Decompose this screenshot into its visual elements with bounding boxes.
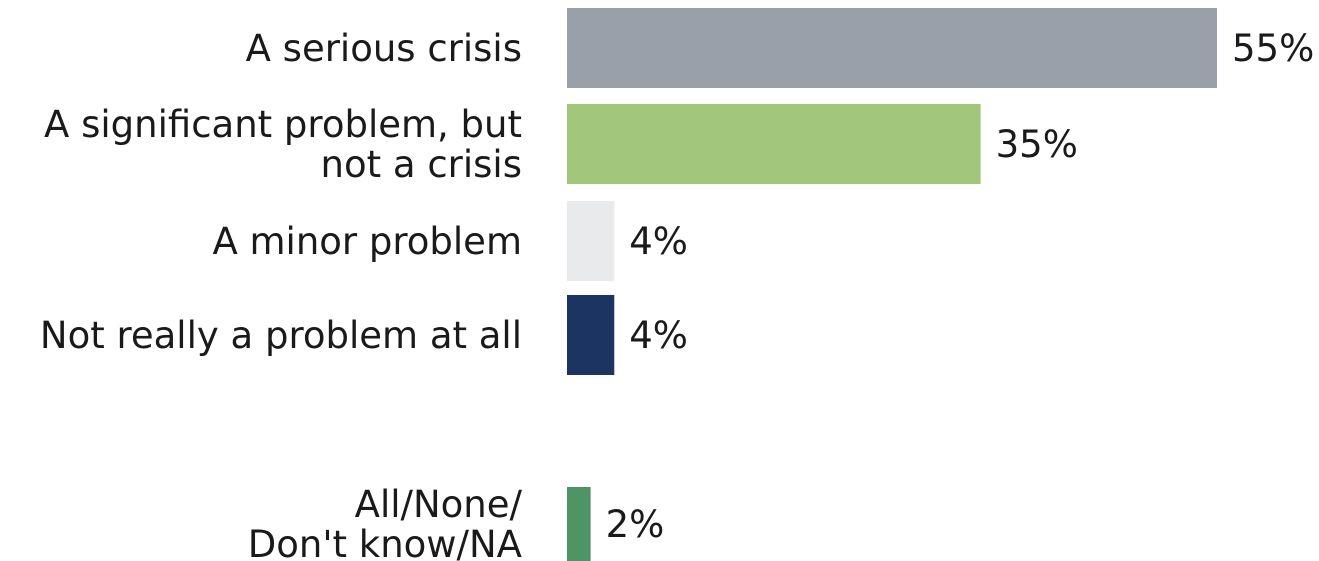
category-label-4-line-0: All/None/ (355, 483, 523, 526)
bar-4 (567, 487, 591, 561)
category-label-4-line-1: Don't know/NA (248, 523, 522, 561)
bar-1 (567, 104, 981, 184)
value-label-1: 35% (996, 123, 1078, 166)
category-label-0: A serious crisis (246, 27, 522, 70)
category-label-2: A minor problem (212, 220, 522, 263)
category-label-1-line-1: not a crisis (321, 143, 522, 186)
bars-group (567, 8, 1217, 561)
value-labels-group: 55% 35% 4% 4% 2% (606, 27, 1315, 546)
value-label-2: 4% (629, 220, 688, 263)
bar-2 (567, 201, 615, 281)
bar-0 (567, 8, 1217, 88)
category-label-3: Not really a problem at all (40, 314, 522, 357)
value-label-4: 2% (606, 503, 665, 546)
category-label-1-line-0: A significant problem, but (44, 103, 522, 146)
value-label-0: 55% (1232, 27, 1314, 70)
value-label-3: 4% (629, 314, 688, 357)
category-labels-group: A serious crisis A significant problem, b… (40, 27, 523, 561)
bar-3 (567, 295, 615, 375)
